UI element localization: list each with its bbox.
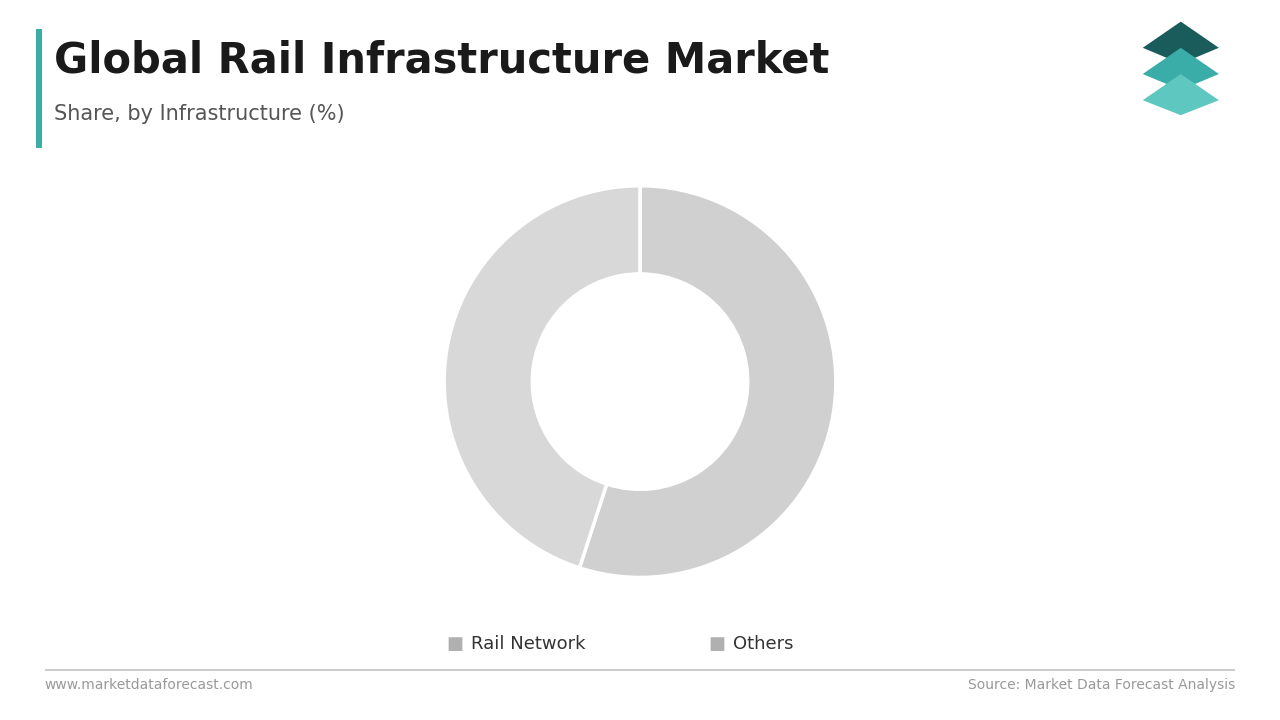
Text: Share, by Infrastructure (%): Share, by Infrastructure (%) xyxy=(54,104,344,125)
Polygon shape xyxy=(1143,22,1219,64)
Text: Rail Network: Rail Network xyxy=(471,636,585,654)
Text: Global Rail Infrastructure Market: Global Rail Infrastructure Market xyxy=(54,40,829,81)
Polygon shape xyxy=(1143,48,1219,90)
Polygon shape xyxy=(1143,74,1219,115)
Wedge shape xyxy=(580,186,836,577)
Wedge shape xyxy=(444,186,640,568)
Text: Others: Others xyxy=(733,636,794,654)
Text: ■: ■ xyxy=(445,636,463,654)
Text: Source: Market Data Forecast Analysis: Source: Market Data Forecast Analysis xyxy=(968,678,1235,693)
Text: www.marketdataforecast.com: www.marketdataforecast.com xyxy=(45,678,253,693)
Text: ■: ■ xyxy=(708,636,726,654)
